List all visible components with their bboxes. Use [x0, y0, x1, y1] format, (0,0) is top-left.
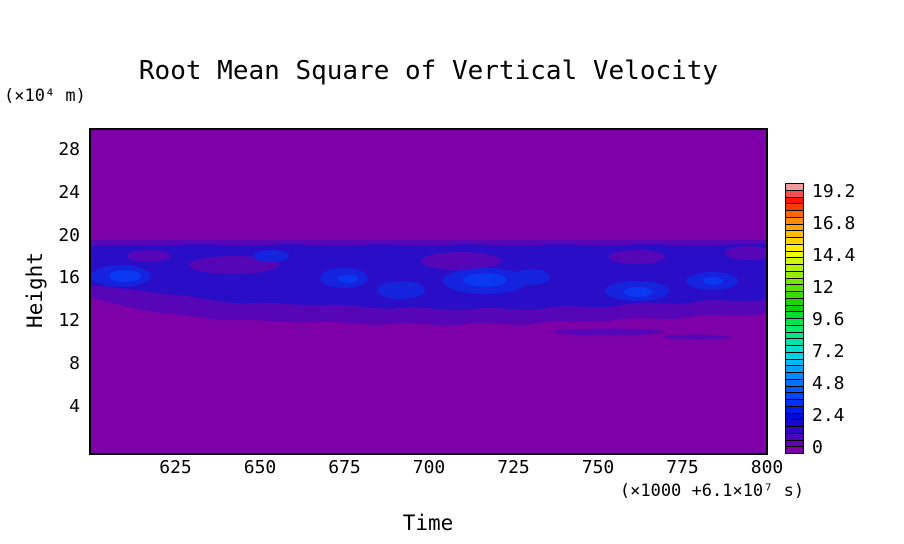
velocity-patch-bright: [703, 277, 723, 285]
colorbar-segment: [786, 319, 803, 326]
colorbar-segment: [786, 420, 803, 427]
x-tick-label: 800: [750, 457, 784, 478]
x-tick-label: 775: [666, 457, 699, 478]
colorbar-tick-label: 7.2: [812, 341, 845, 362]
velocity-patch-bright: [109, 270, 141, 282]
colorbar-segment: [786, 305, 803, 313]
velocity-patch-bright: [463, 273, 507, 287]
band-hole: [127, 250, 171, 262]
colorbar-segment: [786, 339, 803, 346]
colorbar-tick-label: 16.8: [812, 213, 856, 234]
colorbar-tick-label: 0: [812, 437, 823, 458]
colorbar-segment: [786, 400, 803, 407]
y-tick-label: 28: [58, 139, 80, 160]
colorbar-segment: [786, 312, 803, 319]
velocity-streak: [554, 328, 664, 336]
colorbar-segment: [786, 292, 803, 299]
colorbar-segment: [786, 406, 803, 414]
colorbar-tick-label: 19.2: [812, 181, 856, 202]
colorbar-tick-label: 2.4: [812, 405, 845, 426]
colorbar-segment: [786, 379, 803, 387]
colorbar-segment: [786, 211, 803, 218]
colorbar-tick-label: 12: [812, 277, 834, 298]
colorbar-segment: [786, 285, 803, 292]
colorbar-segment: [786, 393, 803, 400]
colorbar-segment: [786, 251, 803, 259]
colorbar-segment: [786, 258, 803, 265]
x-tick-label: 725: [497, 457, 530, 478]
colorbar-segment: [786, 373, 803, 380]
colorbar-segment: [786, 197, 803, 205]
colorbar-segment: [786, 271, 803, 279]
colorbar-segment: [786, 427, 803, 434]
colorbar-segment: [786, 298, 803, 306]
velocity-streak: [663, 334, 731, 340]
colorbar-segment: [786, 217, 803, 225]
velocity-patch-blue: [377, 281, 425, 299]
colorbar-segment: [786, 447, 803, 453]
velocity-patch-blue: [514, 269, 550, 285]
colorbar-segment: [786, 386, 803, 394]
y-tick-label: 8: [69, 353, 80, 374]
colorbar-segment: [786, 413, 803, 421]
colorbar-segment: [786, 352, 803, 360]
colorbar-segment: [786, 325, 803, 333]
colorbar-segment: [786, 244, 803, 252]
band-hole: [725, 246, 768, 260]
colorbar-segment: [786, 359, 803, 367]
colorbar-segment: [786, 238, 803, 245]
x-axis-unit-label: (×1000 +6.1×10⁷ s): [619, 481, 805, 501]
x-tick-label: 650: [243, 457, 277, 478]
band-hole: [609, 250, 665, 264]
colorbar: [785, 183, 804, 454]
y-tick-label: 12: [58, 310, 80, 332]
y-tick-label: 20: [58, 224, 80, 246]
velocity-patch-blue: [253, 250, 289, 262]
y-tick-label: 4: [69, 395, 80, 417]
velocity-patch-bright: [338, 275, 358, 283]
colorbar-segment: [786, 204, 803, 211]
y-tick-label: 16: [58, 267, 80, 289]
x-tick-label: 625: [159, 457, 192, 478]
colorbar-tick-label: 9.6: [812, 309, 845, 330]
velocity-patch-bright: [624, 287, 652, 297]
x-tick-label: 675: [328, 457, 361, 478]
colorbar-segment: [786, 433, 803, 441]
x-tick-label: 700: [412, 457, 446, 478]
colorbar-segment: [786, 190, 803, 198]
chart-title: Root Mean Square of Vertical Velocity: [138, 56, 719, 86]
colorbar-tick-label: 14.4: [812, 245, 856, 266]
colorbar-segment: [786, 265, 803, 272]
colorbar-segment: [786, 332, 803, 340]
x-axis-title: Time: [402, 511, 454, 535]
colorbar-segment: [786, 440, 803, 448]
colorbar-segment: [786, 231, 803, 238]
colorbar-segment: [786, 366, 803, 373]
colorbar-segment: [786, 278, 803, 286]
y-axis-unit-label: (×10⁴ m): [4, 86, 86, 106]
y-tick-label: 24: [58, 181, 80, 203]
colorbar-segment: [786, 184, 803, 191]
x-tick-label: 750: [581, 457, 615, 478]
band-hole: [421, 252, 501, 270]
band-hole: [189, 256, 279, 274]
colorbar-segment: [786, 224, 803, 232]
colorbar-segment: [786, 346, 803, 353]
colorbar-tick-label: 4.8: [812, 373, 845, 394]
plot-border: [89, 128, 768, 455]
heatmap-plot-area: [89, 128, 768, 455]
